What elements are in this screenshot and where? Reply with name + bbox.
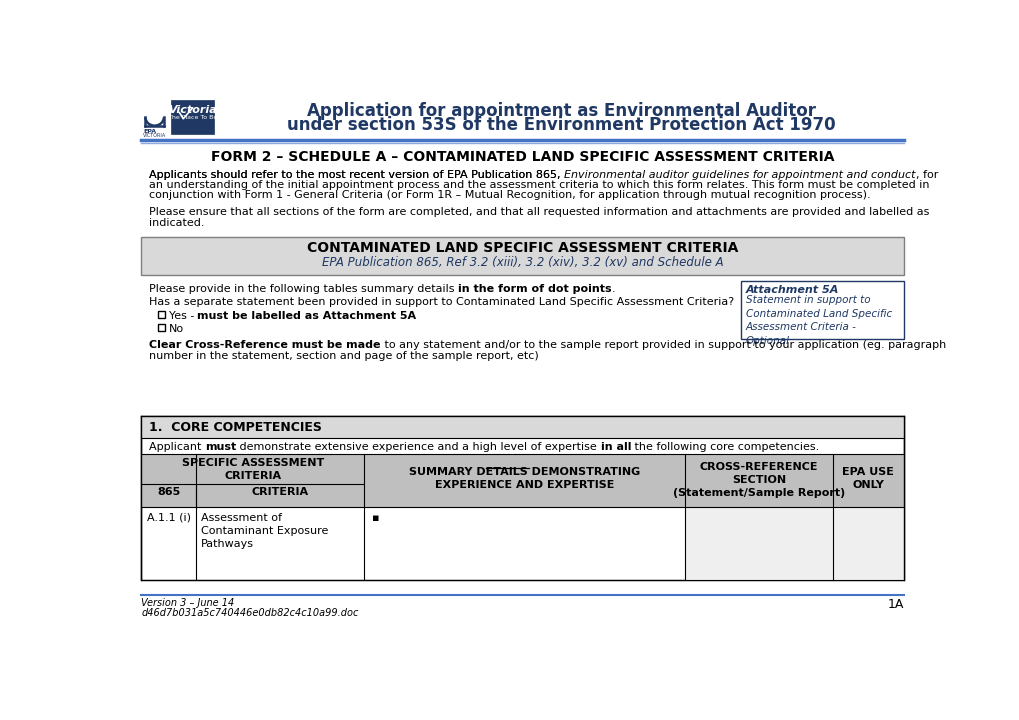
Bar [685,507,832,580]
Text: Application for appointment as Environmental Auditor: Application for appointment as Environme… [307,102,815,120]
Text: an understanding of the initial appointment process and the assessment criteria : an understanding of the initial appointm… [149,180,928,190]
Text: Attachment 5A: Attachment 5A [745,285,839,295]
Text: Please provide in the following tables summary details: Please provide in the following tables s… [149,284,458,294]
Text: CROSS-REFERENCE
SECTION
(Statement/Sample Report): CROSS-REFERENCE SECTION (Statement/Sampl… [673,462,845,498]
Text: must be labelled as Attachment 5A: must be labelled as Attachment 5A [198,311,416,321]
Text: demonstrate extensive experience and a high level of expertise: demonstrate extensive experience and a h… [236,442,600,452]
Text: under section 53S of the Environment Protection Act 1970: under section 53S of the Environment Pro… [287,116,835,134]
Text: Victoria: Victoria [168,105,217,115]
Text: to any statement and/or to the sample report provided in support to your applica: to any statement and/or to the sample re… [380,341,945,351]
Text: Version 3 – June 14: Version 3 – June 14 [142,598,234,608]
Text: Yes -: Yes - [168,311,198,321]
Text: EPA Publication 865, Ref 3.2 (xiii), 3.2 (xiv), 3.2 (xv) and Schedule A: EPA Publication 865, Ref 3.2 (xiii), 3.2… [322,256,722,269]
Text: conjunction with Form 1 - General Criteria (or Form 1R – Mutual Recognition, for: conjunction with Form 1 - General Criter… [149,190,870,200]
Bar [171,100,214,134]
Text: EPA USE
ONLY: EPA USE ONLY [842,467,894,490]
Bar [158,311,165,318]
Text: No: No [168,324,183,334]
Text: 1A: 1A [887,598,903,611]
Text: , for: , for [915,169,937,179]
Text: Statement in support to
Contaminated Land Specific
Assessment Criteria -
Optiona: Statement in support to Contaminated Lan… [745,295,892,346]
Text: 1.  CORE COMPETENCIES: 1. CORE COMPETENCIES [149,421,322,434]
Text: number in the statement, section and page of the sample report, etc): number in the statement, section and pag… [149,351,538,361]
Text: Applicant: Applicant [149,442,205,452]
Text: d46d7b031a5c740446e0db82c4c10a99.doc: d46d7b031a5c740446e0db82c4c10a99.doc [142,608,359,618]
Text: A.1.1 (i): A.1.1 (i) [147,513,191,523]
Bar [832,507,903,580]
Text: FORM 2 – SCHEDULE A – CONTAMINATED LAND SPECIFIC ASSESSMENT CRITERIA: FORM 2 – SCHEDULE A – CONTAMINATED LAND … [211,150,834,163]
Text: Clear Cross-Reference must be made: Clear Cross-Reference must be made [149,341,380,351]
Bar [142,416,903,438]
Text: the following core competencies.: the following core competencies. [631,442,818,452]
Text: in all: in all [600,442,631,452]
Text: Please ensure that all sections of the form are completed, and that all requeste: Please ensure that all sections of the f… [149,207,928,217]
Text: 865: 865 [157,487,180,497]
Text: must: must [205,442,236,452]
Text: .: . [611,284,614,294]
Bar [142,416,903,580]
Text: CONTAMINATED LAND SPECIFIC ASSESSMENT CRITERIA: CONTAMINATED LAND SPECIFIC ASSESSMENT CR… [307,241,738,255]
Text: The Place To Be: The Place To Be [168,115,217,120]
Text: CRITERIA: CRITERIA [251,487,308,497]
Text: Has a separate statement been provided in support to Contaminated Land Specific : Has a separate statement been provided i… [149,297,734,307]
Bar [741,282,903,339]
Text: EPA: EPA [143,129,156,134]
Bar [142,237,903,275]
Text: Applicants should refer to the most recent version of EPA Publication 865,: Applicants should refer to the most rece… [149,169,564,179]
Bar [158,324,165,331]
Text: indicated.: indicated. [149,217,205,228]
Bar [142,454,903,507]
Text: VICTORIA: VICTORIA [143,133,166,138]
Text: SUMMARY DETAILS DEMONSTRATING
EXPERIENCE AND EXPERTISE: SUMMARY DETAILS DEMONSTRATING EXPERIENCE… [409,467,640,490]
Text: Environmental auditor guidelines for appointment and conduct: Environmental auditor guidelines for app… [564,169,915,179]
Text: Applicants should refer to the most recent version of EPA Publication 865,: Applicants should refer to the most rece… [149,169,564,179]
Text: in the form of dot points: in the form of dot points [458,284,611,294]
Text: ▪: ▪ [371,513,379,523]
Text: SPECIFIC ASSESSMENT
CRITERIA: SPECIFIC ASSESSMENT CRITERIA [181,459,323,481]
Text: Assessment of
Contaminant Exposure
Pathways: Assessment of Contaminant Exposure Pathw… [201,513,328,549]
